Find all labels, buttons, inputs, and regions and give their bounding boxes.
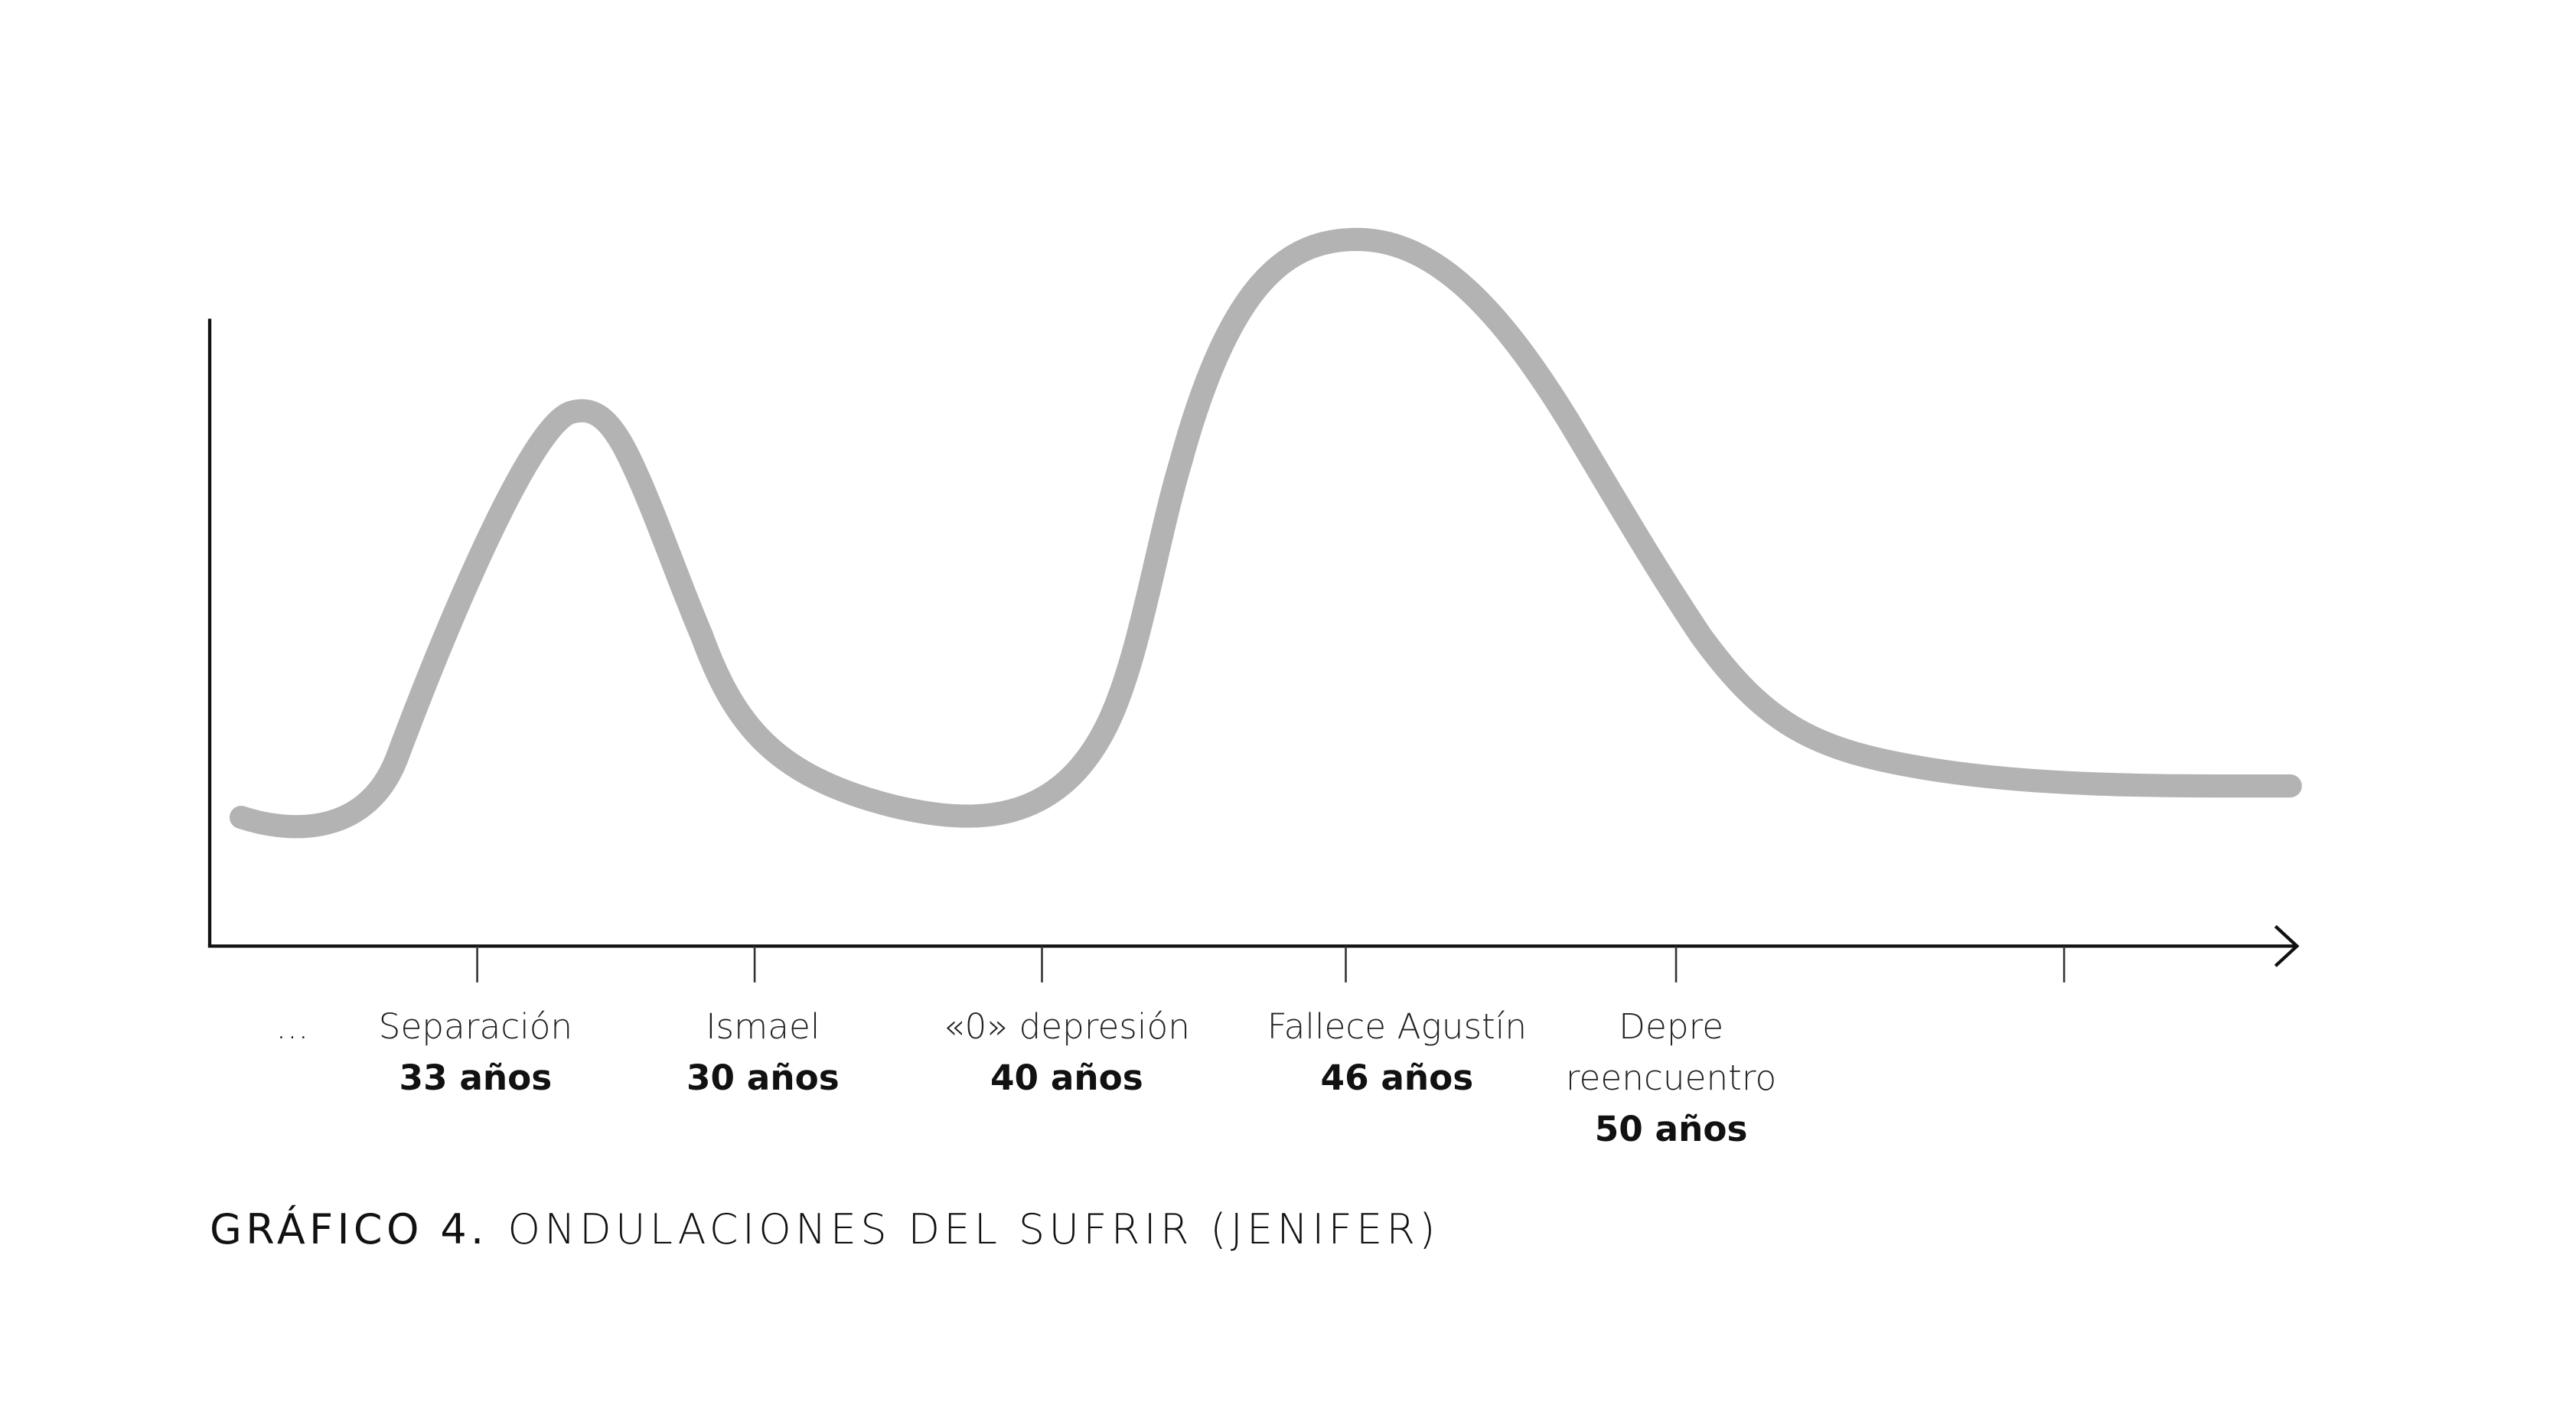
event-label: «0» depresión (944, 1006, 1190, 1047)
event-label: Fallece Agustín (1267, 1006, 1527, 1047)
ticks (476, 946, 2066, 983)
caption-number: GRÁFICO 4. (210, 1205, 488, 1253)
age-label: 33 años (399, 1058, 553, 1098)
axis-arrow (2274, 924, 2300, 967)
caption-title: ONDULACIONES DEL SUFRIR (JENIFER) (508, 1205, 1440, 1253)
event-label: Depre (1619, 1006, 1723, 1047)
caption: GRÁFICO 4. ONDULACIONES DEL SUFRIR (JENIF… (210, 1205, 1440, 1253)
event-label: ... (276, 1006, 308, 1047)
age-label: 30 años (686, 1058, 840, 1098)
event-label: Separación (379, 1006, 572, 1047)
event-label: reencuentro (1566, 1058, 1776, 1098)
age-label: 40 años (990, 1058, 1143, 1098)
age-label: 50 años (1595, 1109, 1748, 1149)
suffering-curve (229, 227, 2302, 839)
event-label: Ismael (706, 1006, 820, 1047)
age-label: 46 años (1321, 1058, 1474, 1098)
